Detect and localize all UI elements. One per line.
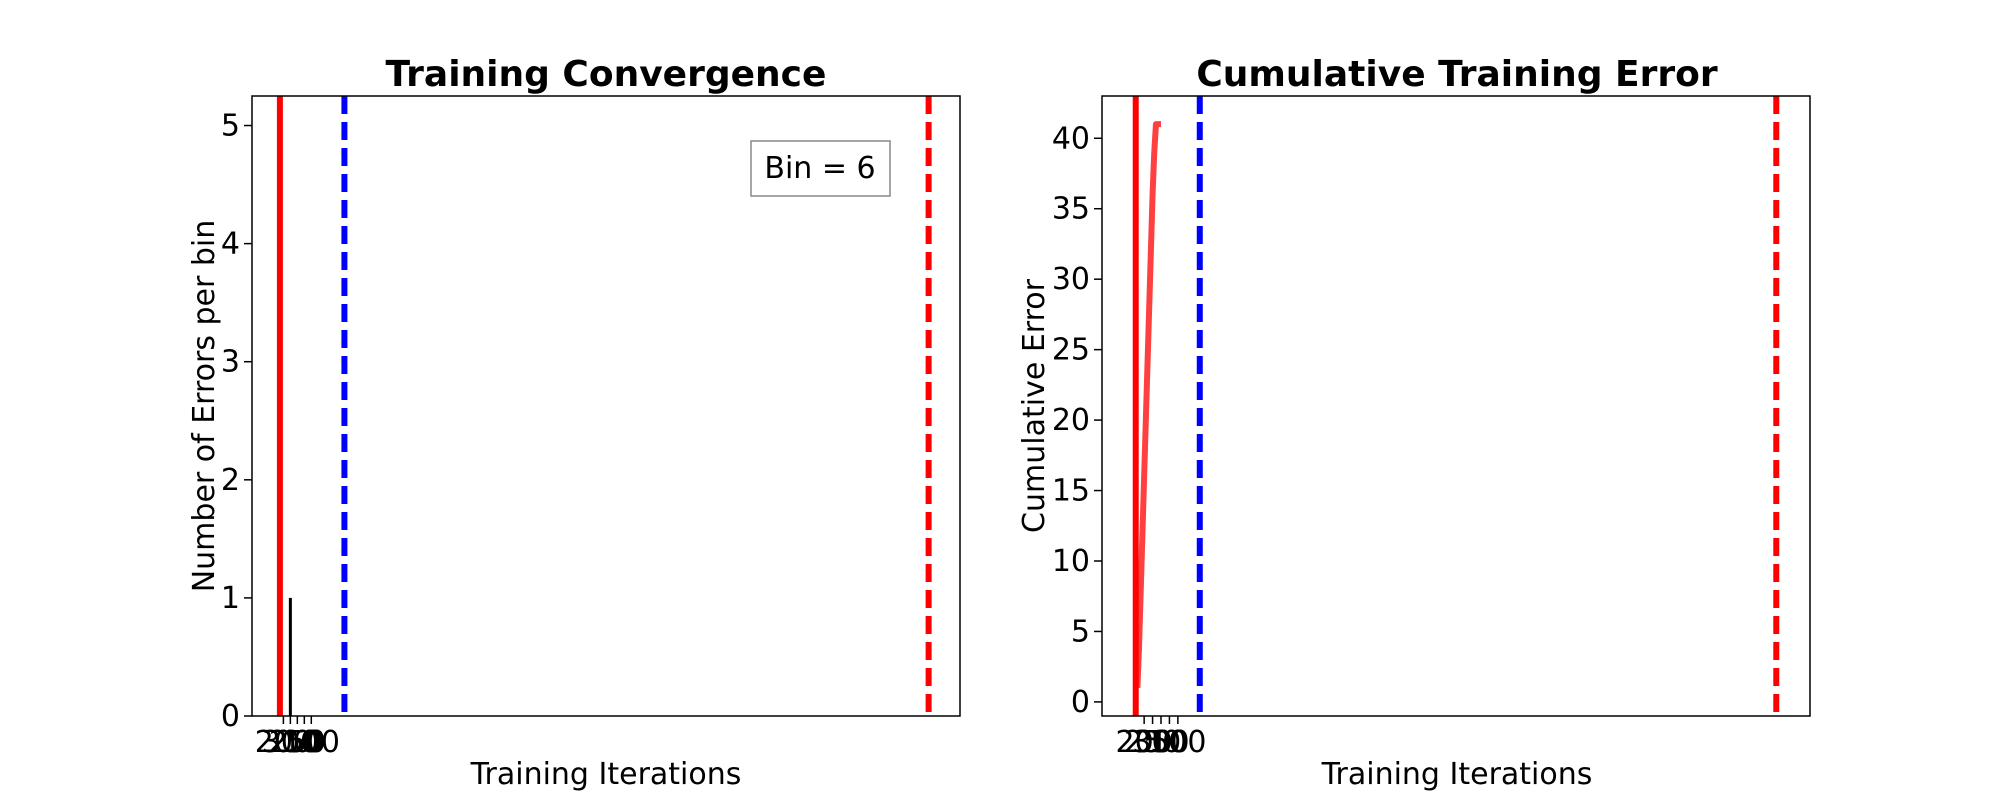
x-tick-label: 250 bbox=[1124, 725, 1181, 760]
y-tick-label: 15 bbox=[1052, 474, 1090, 509]
y-tick-label: 35 bbox=[1052, 192, 1090, 227]
y-tick-label: 4 bbox=[221, 227, 240, 262]
y-tick-label: 25 bbox=[1052, 333, 1090, 368]
x-axis-label: Training Iterations bbox=[1321, 757, 1593, 792]
y-tick-label: 1 bbox=[221, 581, 240, 616]
x-tick-label: 50 bbox=[285, 725, 323, 760]
y-tick-label: 20 bbox=[1052, 403, 1090, 438]
y-tick-label: 30 bbox=[1052, 262, 1090, 297]
series-line-0 bbox=[1134, 121, 1163, 688]
plot-area-frame bbox=[251, 95, 961, 717]
x-tick-label: 100 bbox=[283, 725, 340, 760]
x-axis-label: Training Iterations bbox=[470, 757, 742, 792]
x-tick-label: 50 bbox=[1150, 725, 1188, 760]
y-tick-label: 5 bbox=[1071, 614, 1090, 649]
x-tick-label: 100 bbox=[1149, 725, 1206, 760]
y-axis-label: Cumulative Error bbox=[1017, 278, 1052, 533]
chart-cumulative-training-error: Cumulative Training Error 0 5 10 15 20 25 30 35… bbox=[1017, 54, 1811, 792]
legend-text: Bin = 6 bbox=[764, 151, 875, 186]
x-tick-label: 200 bbox=[255, 725, 312, 760]
plot-marks bbox=[1132, 96, 1780, 716]
x-tick-label: 300 bbox=[1132, 725, 1189, 760]
x-tick-label: 200 bbox=[1116, 725, 1173, 760]
bar-0 bbox=[288, 597, 292, 716]
y-tick-label: 0 bbox=[221, 699, 240, 734]
x-tick-label: 250 bbox=[269, 725, 326, 760]
legend-box bbox=[750, 140, 891, 197]
chart-training-convergence: Training Convergence 0 1 2 3 4 5 2003002505010… bbox=[187, 54, 961, 792]
plot-marks bbox=[276, 96, 932, 716]
y-tick-label: 10 bbox=[1052, 544, 1090, 579]
legend: Bin = 6 bbox=[750, 140, 891, 197]
y-axis-label: Number of Errors per bin bbox=[187, 220, 222, 593]
y-tick-label: 40 bbox=[1052, 121, 1090, 156]
plot-area-frame bbox=[1101, 95, 1811, 717]
y-tick-label: 2 bbox=[221, 463, 240, 498]
y-tick-label: 5 bbox=[221, 109, 240, 144]
chart-title: Cumulative Training Error bbox=[1196, 54, 1718, 95]
y-tick-label: 0 bbox=[1071, 685, 1090, 720]
y-tick-label: 3 bbox=[221, 345, 240, 380]
x-tick-label: 300 bbox=[262, 725, 319, 760]
chart-title: Training Convergence bbox=[386, 54, 827, 95]
